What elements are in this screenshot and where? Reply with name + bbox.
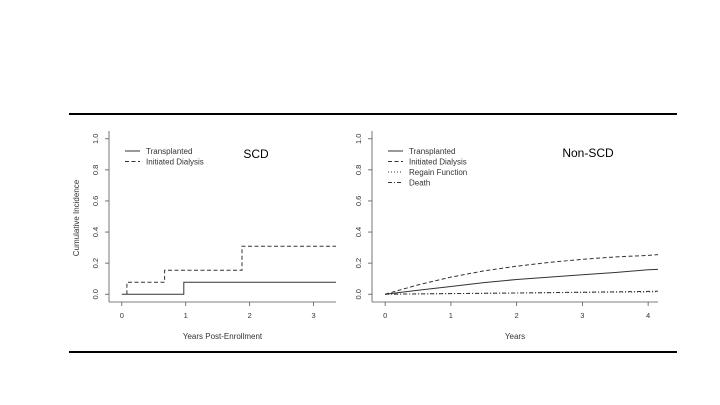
- y-tick-label: 0.6: [354, 196, 363, 206]
- legend-label: Transplanted: [146, 147, 192, 156]
- x-tick-label: 2: [248, 311, 252, 320]
- chart-panel-2: 0.0 0.2 0.4 0.6 0.8 1.0 0 1 2 3 4 Years Non-SCD Trans…: [354, 131, 659, 341]
- y-tick-label: 0.8: [91, 165, 100, 175]
- series-line-transplanted: [121, 281, 336, 295]
- y-axis-title: Cumulative Incidence: [72, 179, 81, 256]
- y-tick-label: 0.2: [91, 258, 100, 268]
- legend-label: Initiated Dialysis: [146, 158, 204, 167]
- x-axis-title: Years Post-Enrollment: [183, 332, 263, 341]
- y-tick-label: 0.0: [354, 289, 363, 299]
- legend-label: Transplanted: [409, 147, 455, 156]
- series-line-initiated-dialysis: [384, 254, 659, 295]
- x-tick-label: 2: [515, 311, 519, 320]
- x-tick-label: 0: [120, 311, 124, 320]
- x-tick-label: 3: [580, 311, 584, 320]
- y-tick-label: 1.0: [354, 134, 363, 144]
- series-line-initiated-dialysis: [126, 245, 336, 295]
- y-tick-label: 0.4: [91, 227, 100, 237]
- y-tick-label: 1.0: [91, 134, 100, 144]
- y-tick-label: 0.4: [354, 227, 363, 237]
- top-rule: [69, 113, 677, 115]
- legend-label: Regain Function: [409, 168, 467, 177]
- panel-title: Non-SCD: [562, 146, 614, 160]
- legend-label: Death: [409, 179, 430, 188]
- x-tick-label: 1: [184, 311, 188, 320]
- x-tick-label: 1: [449, 311, 453, 320]
- x-axis-title: Years: [505, 332, 525, 341]
- series-line-death: [385, 290, 659, 295]
- y-tick-label: 0.2: [354, 258, 363, 268]
- x-tick-label: 4: [646, 311, 650, 320]
- y-tick-label: 0.6: [91, 196, 100, 206]
- panel-title: SCD: [243, 147, 269, 161]
- bottom-rule: [69, 351, 677, 353]
- chart-panel-1: 0.0 0.2 0.4 0.6 0.8 1.0 0 1 2 3 Years Post-Enrollm…: [72, 131, 336, 341]
- y-tick-label: 0.0: [91, 289, 100, 299]
- x-tick-label: 3: [312, 311, 316, 320]
- legend-label: Initiated Dialysis: [409, 158, 467, 167]
- x-tick-label: 0: [383, 311, 387, 320]
- y-tick-label: 0.8: [354, 165, 363, 175]
- series-line-transplanted: [385, 268, 659, 295]
